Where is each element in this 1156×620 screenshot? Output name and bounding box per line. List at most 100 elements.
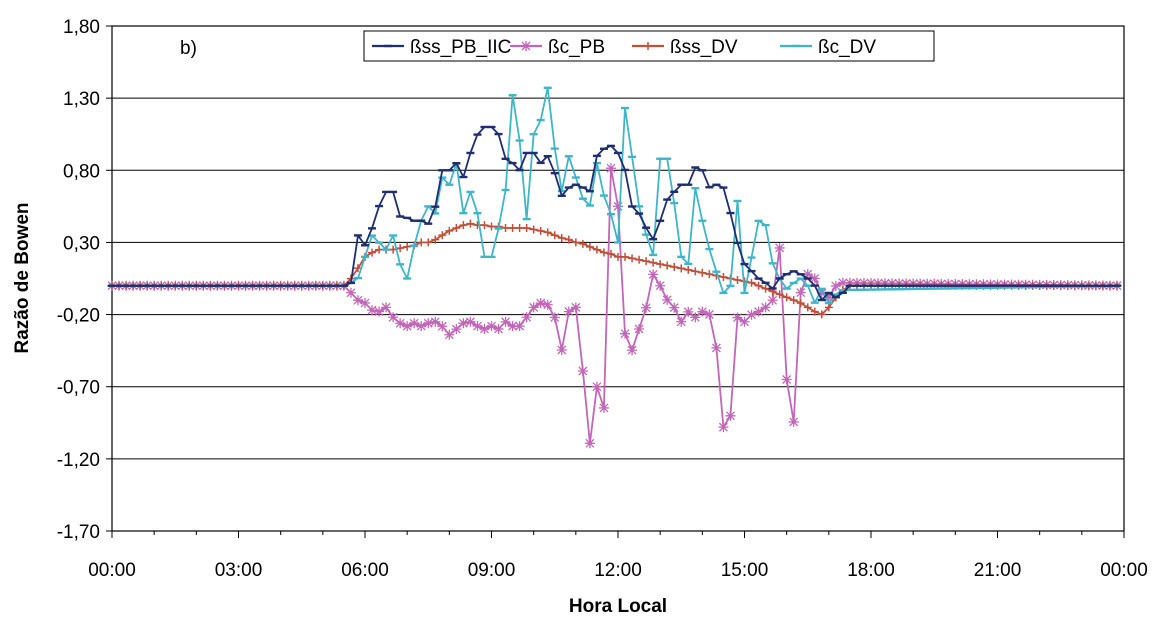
x-axis-ticks: 00:00 03:00 06:00 09:00 12:00 15:00 18:00 21:00… — [88, 531, 1148, 581]
data-point — [472, 321, 483, 332]
data-point — [635, 255, 644, 264]
series-ßc_DV — [108, 86, 1121, 305]
data-point — [620, 328, 631, 339]
data-point — [521, 312, 532, 323]
legend-entry: ßc_PB — [510, 37, 605, 58]
data-point — [676, 316, 687, 327]
data-point — [621, 252, 630, 261]
data-point — [430, 316, 441, 327]
data-point — [817, 310, 826, 319]
data-point — [570, 302, 581, 313]
data-point — [374, 306, 385, 317]
data-point — [508, 224, 517, 232]
data-point — [705, 270, 714, 279]
data-point — [465, 316, 476, 327]
x-tick-label: 09:00 — [468, 560, 516, 581]
data-point — [781, 374, 792, 385]
y-axis-title: Razão de Bowen — [12, 203, 33, 354]
data-point — [614, 252, 622, 261]
data-point — [823, 292, 834, 303]
data-point — [605, 163, 616, 174]
data-point — [719, 273, 728, 282]
data-point — [725, 410, 736, 421]
data-point — [529, 225, 538, 234]
data-point — [754, 281, 763, 290]
data-point — [753, 306, 764, 317]
data-point — [606, 250, 615, 259]
data-point — [746, 309, 757, 320]
data-point — [578, 239, 587, 248]
data-point — [733, 275, 742, 284]
data-point — [642, 257, 651, 266]
data-point — [409, 318, 420, 329]
data-point — [809, 273, 820, 284]
data-point — [452, 224, 461, 233]
data-point — [486, 321, 497, 332]
data-point — [535, 298, 546, 309]
legend-entry: ßss_PB_IIC — [372, 37, 511, 58]
data-point — [528, 302, 539, 313]
data-point — [493, 323, 504, 334]
data-point — [500, 316, 511, 327]
data-point — [795, 287, 806, 298]
data-point — [550, 231, 559, 240]
series-ßss_PB_IIC — [108, 125, 1121, 302]
data-point — [584, 438, 595, 449]
series-line — [112, 222, 1117, 316]
data-point — [403, 242, 412, 251]
series-ßss_DV — [108, 219, 1121, 319]
data-point — [802, 269, 813, 280]
data-point — [782, 293, 791, 302]
series-layer — [107, 86, 1122, 449]
data-point — [437, 321, 448, 332]
data-point — [557, 234, 566, 243]
data-point — [634, 324, 645, 334]
data-point — [663, 261, 672, 270]
data-point — [536, 226, 545, 235]
data-point — [367, 305, 378, 316]
data-point — [388, 312, 399, 323]
series-ßc_PB — [107, 163, 1122, 449]
panel-label: b) — [180, 38, 197, 59]
y-tick-label: 1,30 — [63, 89, 100, 110]
data-point — [417, 238, 426, 247]
data-point — [501, 224, 510, 232]
data-point — [711, 342, 722, 353]
y-axis-ticks: 1,80 1,30 0,80 0,30 -0,20 -0,70 -1,20 -1,70 — [57, 17, 112, 543]
legend-label: ßss_PB_IIC — [410, 37, 511, 58]
x-tick-label: 12:00 — [594, 560, 642, 581]
data-point — [479, 323, 490, 334]
data-point — [585, 242, 594, 251]
x-tick-label: 03:00 — [215, 560, 263, 581]
data-point — [613, 201, 623, 212]
data-point — [656, 260, 665, 269]
legend: ßss_PB_IIC ßc_PB ßss_DV ßc_DV — [363, 30, 935, 62]
plot-area — [111, 25, 1125, 532]
data-point — [697, 306, 708, 317]
data-point — [480, 221, 489, 230]
data-point — [563, 306, 574, 317]
y-tick-label: 1,80 — [63, 17, 100, 38]
data-point — [677, 264, 686, 273]
data-point — [592, 245, 601, 254]
x-tick-label: 21:00 — [974, 560, 1022, 581]
data-point — [564, 235, 573, 244]
legend-box — [363, 30, 935, 62]
data-point — [416, 321, 427, 332]
data-point — [368, 248, 377, 257]
data-point — [830, 280, 841, 291]
data-point — [739, 316, 750, 327]
data-point — [704, 309, 715, 320]
data-point — [690, 312, 701, 323]
data-point — [458, 318, 469, 329]
data-point — [732, 312, 743, 323]
data-point — [487, 222, 496, 231]
data-point — [444, 329, 455, 340]
y-tick-label: -1,20 — [57, 450, 100, 471]
y-tick-label: -1,70 — [57, 522, 100, 543]
data-point — [549, 312, 560, 323]
data-point — [669, 302, 680, 313]
data-point — [628, 254, 637, 263]
data-point — [514, 321, 525, 332]
